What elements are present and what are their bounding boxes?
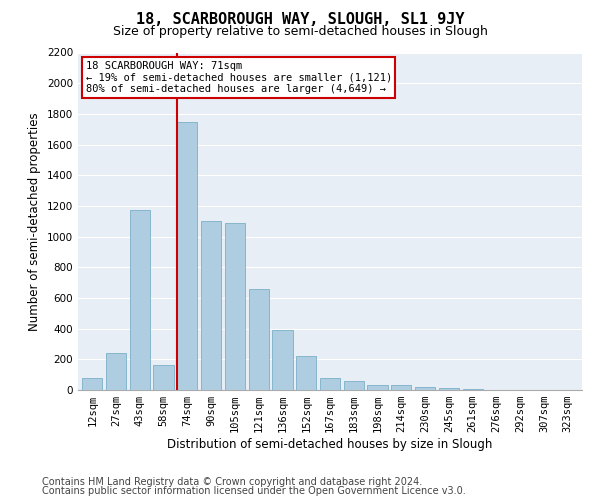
Bar	[225, 223, 245, 390]
Bar	[391, 386, 412, 390]
Bar	[130, 210, 150, 390]
Bar	[106, 353, 126, 390]
Text: Contains public sector information licensed under the Open Government Licence v3: Contains public sector information licen…	[42, 486, 466, 496]
Text: Contains HM Land Registry data © Crown copyright and database right 2024.: Contains HM Land Registry data © Crown c…	[42, 477, 422, 487]
Text: 18 SCARBOROUGH WAY: 71sqm
← 19% of semi-detached houses are smaller (1,121)
80% : 18 SCARBOROUGH WAY: 71sqm ← 19% of semi-…	[86, 61, 392, 94]
X-axis label: Distribution of semi-detached houses by size in Slough: Distribution of semi-detached houses by …	[167, 438, 493, 451]
Text: 18, SCARBOROUGH WAY, SLOUGH, SL1 9JY: 18, SCARBOROUGH WAY, SLOUGH, SL1 9JY	[136, 12, 464, 28]
Bar	[344, 381, 364, 390]
Bar	[367, 384, 388, 390]
Y-axis label: Number of semi-detached properties: Number of semi-detached properties	[28, 112, 41, 330]
Bar	[177, 122, 197, 390]
Bar	[201, 221, 221, 390]
Bar	[296, 356, 316, 390]
Bar	[463, 389, 483, 390]
Bar	[154, 366, 173, 390]
Text: Size of property relative to semi-detached houses in Slough: Size of property relative to semi-detach…	[113, 25, 487, 38]
Bar	[248, 289, 269, 390]
Bar	[82, 378, 103, 390]
Bar	[439, 388, 459, 390]
Bar	[320, 378, 340, 390]
Bar	[272, 330, 293, 390]
Bar	[415, 387, 435, 390]
